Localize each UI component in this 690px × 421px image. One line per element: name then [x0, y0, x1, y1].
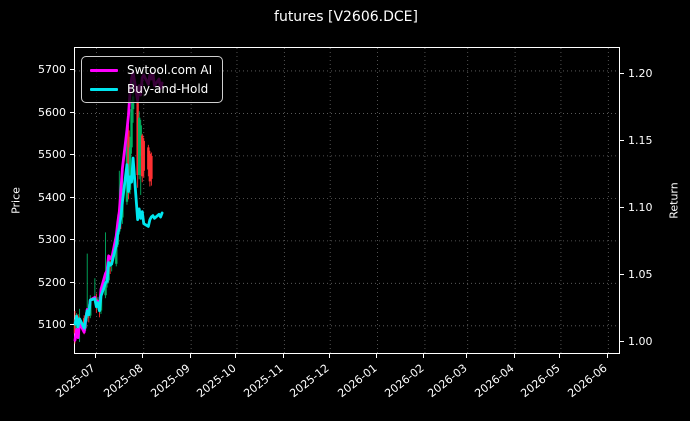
- x-tick-mark: [513, 354, 515, 358]
- candle-body: [147, 147, 150, 170]
- legend-item-ai: Swtool.com AI: [90, 63, 212, 77]
- x-tick-mark: [235, 354, 237, 358]
- right-tick-mark: [620, 73, 624, 75]
- price-tick-label: 5600: [38, 105, 66, 119]
- left-tick-mark: [70, 69, 74, 71]
- price-tick-label: 5200: [38, 275, 66, 289]
- left-tick-mark: [70, 196, 74, 198]
- price-tick-label: 5300: [38, 233, 66, 247]
- chart-canvas: [73, 48, 619, 353]
- buy-and-hold-line: [73, 156, 164, 330]
- x-tick-mark: [606, 354, 608, 358]
- candle-body: [127, 130, 130, 190]
- chart-title: futures [V2606.DCE]: [274, 9, 418, 25]
- return-tick-label: 1.00: [628, 335, 653, 349]
- price-tick-label: 5400: [38, 190, 66, 204]
- candle-body: [139, 125, 142, 156]
- ai-return-line: [73, 70, 164, 342]
- x-tick-mark: [466, 354, 468, 358]
- candle-body: [104, 282, 107, 296]
- legend-label-ai: Swtool.com AI: [127, 63, 213, 77]
- plot-area: Swtool.com AI Buy-and-Hold: [73, 47, 620, 354]
- x-tick-mark: [282, 354, 284, 358]
- x-tick-label: 2026-06: [565, 361, 610, 401]
- candle-body: [130, 109, 133, 148]
- left-tick-mark: [70, 239, 74, 241]
- left-tick-mark: [70, 111, 74, 113]
- price-tick-label: 5100: [38, 318, 66, 332]
- x-tick-mark: [328, 354, 330, 358]
- x-tick-label: 2026-01: [334, 361, 380, 401]
- candle-body: [128, 147, 132, 190]
- x-tick-mark: [189, 354, 191, 358]
- candle-body: [136, 96, 139, 176]
- x-tick-mark: [376, 354, 378, 358]
- left-tick-mark: [70, 324, 74, 326]
- left-axis-label: Price: [9, 187, 23, 214]
- x-tick-mark: [142, 354, 144, 358]
- left-tick-mark: [70, 154, 74, 156]
- legend-line-swatch-bh: [90, 87, 118, 91]
- right-tick-mark: [620, 274, 624, 276]
- candle-body: [148, 153, 152, 182]
- legend-label-bh: Buy-and-Hold: [127, 82, 209, 96]
- right-axis-label: Return: [667, 182, 681, 219]
- price-tick-label: 5700: [38, 63, 66, 77]
- legend-item-bh: Buy-and-Hold: [90, 82, 212, 96]
- x-tick-label: 2025-07: [53, 361, 99, 401]
- right-tick-mark: [620, 207, 624, 209]
- x-tick-mark: [423, 354, 425, 358]
- candle-body: [141, 135, 144, 177]
- right-tick-mark: [620, 140, 624, 142]
- candle-body: [73, 319, 77, 334]
- return-tick-label: 1.10: [628, 201, 653, 215]
- return-tick-label: 1.20: [628, 67, 653, 81]
- candle-body: [150, 155, 153, 179]
- candle-body: [137, 117, 141, 176]
- x-tick-mark: [559, 354, 561, 358]
- price-tick-label: 5500: [38, 148, 66, 162]
- legend-line-swatch-ai: [90, 68, 118, 72]
- return-tick-label: 1.05: [628, 268, 653, 282]
- return-tick-label: 1.15: [628, 134, 653, 148]
- candle-body: [142, 141, 145, 171]
- right-tick-mark: [620, 341, 624, 343]
- legend: Swtool.com AI Buy-and-Hold: [81, 56, 224, 103]
- candle-body: [115, 244, 118, 264]
- x-tick-mark: [94, 354, 96, 358]
- x-tick-label: 2025-08: [101, 361, 146, 401]
- left-tick-mark: [70, 281, 74, 283]
